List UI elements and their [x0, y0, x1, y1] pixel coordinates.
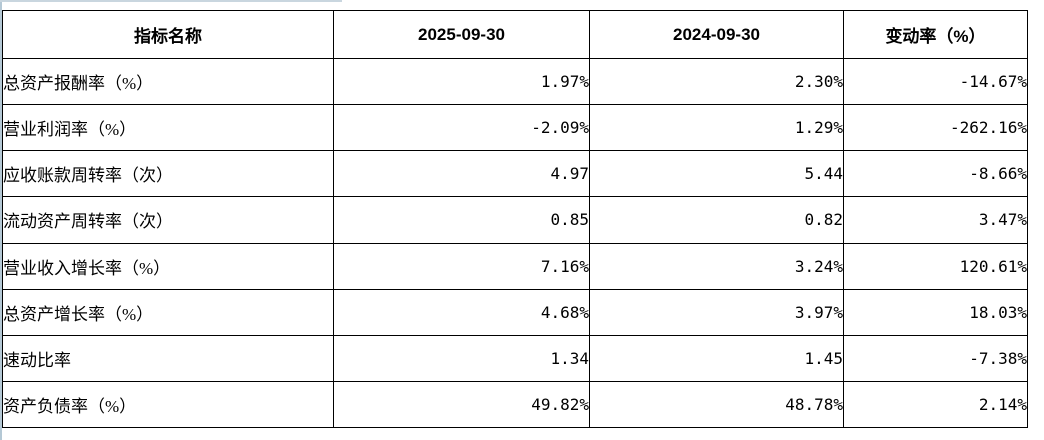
value-2024-cell: 48.78% — [589, 380, 844, 429]
value-2025-cell: 49.82% — [333, 380, 590, 429]
table-row: 营业收入增长率（%） 7.16% 3.24% 120.61% — [2, 242, 1028, 290]
change-rate-cell: 3.47% — [843, 196, 1028, 244]
indicator-name-cell: 总资产报酬率（%） — [2, 57, 334, 106]
indicator-name-cell: 流动资产周转率（次） — [2, 196, 334, 244]
table-row: 营业利润率（%） -2.09% 1.29% -262.16% — [2, 104, 1028, 152]
table-row: 资产负债率（%） 49.82% 48.78% 2.14% — [2, 380, 1028, 429]
table-row: 应收账款周转率（次） 4.97 5.44 -8.66% — [2, 150, 1028, 198]
change-rate-cell: -14.67% — [843, 57, 1028, 106]
value-2024-cell: 1.45 — [589, 334, 844, 382]
indicator-name-cell: 营业收入增长率（%） — [2, 242, 334, 290]
value-2025-cell: 0.85 — [333, 196, 590, 244]
value-2025-cell: 4.97 — [333, 150, 590, 198]
table-header-row: 指标名称 2025-09-30 2024-09-30 变动率（%） — [2, 10, 1028, 59]
value-2025-cell: 4.68% — [333, 288, 590, 336]
value-2025-cell: 1.97% — [333, 57, 590, 106]
change-rate-cell: 120.61% — [843, 242, 1028, 290]
change-rate-cell: -8.66% — [843, 150, 1028, 198]
table-row: 流动资产周转率（次） 0.85 0.82 3.47% — [2, 196, 1028, 244]
value-2024-cell: 3.97% — [589, 288, 844, 336]
table-row: 速动比率 1.34 1.45 -7.38% — [2, 334, 1028, 382]
value-2024-cell: 5.44 — [589, 150, 844, 198]
financial-indicators-table: 指标名称 2025-09-30 2024-09-30 变动率（%） 总资产报酬率… — [2, 10, 1028, 429]
indicator-name-cell: 应收账款周转率（次） — [2, 150, 334, 198]
value-2024-cell: 3.24% — [589, 242, 844, 290]
change-rate-cell: -7.38% — [843, 334, 1028, 382]
value-2025-cell: -2.09% — [333, 104, 590, 152]
indicator-name-cell: 速动比率 — [2, 334, 334, 382]
indicator-name-cell: 总资产增长率（%） — [2, 288, 334, 336]
column-header-change-rate: 变动率（%） — [843, 10, 1028, 59]
column-header-2025-09-30: 2025-09-30 — [333, 10, 590, 59]
value-2024-cell: 2.30% — [589, 57, 844, 106]
change-rate-cell: 2.14% — [843, 380, 1028, 429]
table-row: 总资产增长率（%） 4.68% 3.97% 18.03% — [2, 288, 1028, 336]
table-row: 总资产报酬率（%） 1.97% 2.30% -14.67% — [2, 57, 1028, 106]
left-edge-line — [0, 0, 2, 440]
value-2025-cell: 7.16% — [333, 242, 590, 290]
indicator-name-cell: 营业利润率（%） — [2, 104, 334, 152]
column-header-indicator: 指标名称 — [2, 10, 334, 59]
value-2024-cell: 1.29% — [589, 104, 844, 152]
change-rate-cell: 18.03% — [843, 288, 1028, 336]
value-2025-cell: 1.34 — [333, 334, 590, 382]
column-header-2024-09-30: 2024-09-30 — [589, 10, 844, 59]
change-rate-cell: -262.16% — [843, 104, 1028, 152]
indicator-name-cell: 资产负债率（%） — [2, 380, 334, 429]
value-2024-cell: 0.82 — [589, 196, 844, 244]
top-edge-line — [0, 0, 342, 2]
